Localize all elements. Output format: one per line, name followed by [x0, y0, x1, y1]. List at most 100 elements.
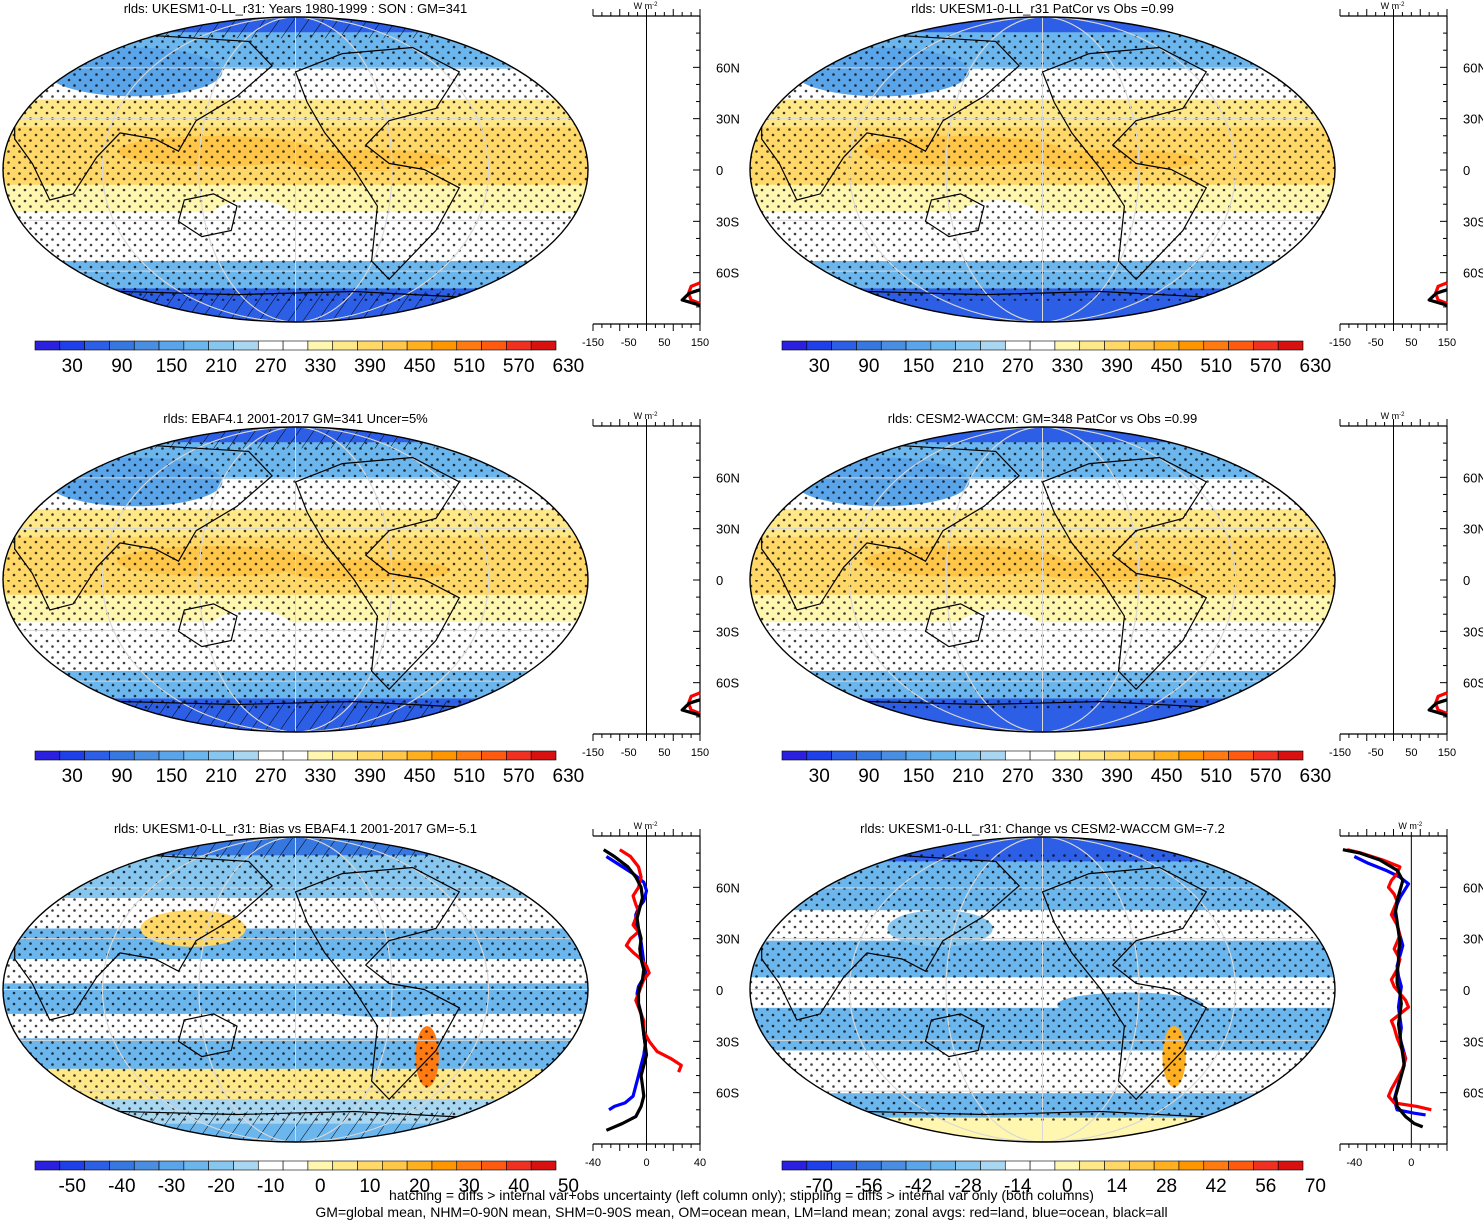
colorbar-cell [34, 1160, 61, 1171]
colorbar-cell [880, 750, 907, 761]
map-field [750, 837, 1335, 1142]
colorbar-tick-label: 270 [255, 766, 287, 787]
colorbar-cell [208, 1160, 234, 1171]
colorbar-tick-label: 210 [205, 356, 237, 377]
colorbar-cell [806, 340, 832, 351]
colorbar-cell [208, 340, 234, 351]
colorbar-cell [831, 1160, 857, 1171]
profile-unit-exponent: -2 [1417, 822, 1423, 828]
colorbar-tick-label: 150 [903, 356, 935, 377]
colorbar-cell [905, 340, 932, 351]
colorbar-cell [1029, 750, 1056, 761]
coastline [177, 603, 238, 648]
colorbar-tick-label: -10 [257, 1176, 284, 1197]
profile-lat-label: 30S [716, 624, 739, 639]
coastline [1041, 46, 1208, 281]
colorbar-cell [133, 340, 160, 351]
colorbar-cell [282, 340, 309, 351]
coastline [924, 193, 985, 238]
profile-lat-label: 30S [1463, 624, 1483, 639]
colorbar-tick-label: 28 [1156, 1176, 1177, 1197]
coastline [761, 854, 1020, 1021]
colorbar-tick-label: 0 [1062, 1176, 1073, 1197]
colorbar-cell [332, 1160, 358, 1171]
zonal-avg-line-all [1342, 848, 1424, 1129]
colorbar-tick-label: 210 [952, 356, 984, 377]
colorbar-cell [1029, 1160, 1056, 1171]
colorbar-cell [831, 340, 857, 351]
map-field [750, 427, 1335, 732]
profile-unit-label: W m-2 [634, 821, 658, 831]
colorbar-tick-label: 570 [503, 766, 535, 787]
colorbar-cell [59, 340, 85, 351]
colorbar-tick-label: 510 [1200, 766, 1232, 787]
profile-unit-exponent: -2 [1399, 412, 1405, 418]
colorbar-tick-label: 90 [111, 766, 132, 787]
meridian-line [198, 837, 393, 1142]
colorbar-cell [1029, 340, 1056, 351]
profile-lat-label: 0 [716, 573, 723, 588]
colorbar-cell [930, 340, 956, 351]
colorbar-cell [34, 750, 61, 761]
colorbar-cell [133, 750, 160, 761]
zonal-avg-line-land [618, 848, 683, 1073]
colorbar-cell [282, 1160, 309, 1171]
colorbar-cell [431, 1160, 458, 1171]
colorbar-cell [84, 340, 110, 351]
colorbar-cell [357, 340, 383, 351]
profile-x-tick-label: 40 [694, 1157, 706, 1169]
colorbar-cell [930, 750, 956, 761]
colorbar-cell [1104, 1160, 1130, 1171]
profile-lat-label: 30N [716, 112, 740, 127]
colorbar-cell [1178, 750, 1205, 761]
colorbar-tick-label: 150 [156, 356, 188, 377]
profile-x-tick-label: -150 [1329, 747, 1351, 759]
profile-lat-label: 30S [716, 1034, 739, 1049]
profile-lat-label: 60N [716, 470, 740, 485]
colorbar-tick-label: 630 [1300, 356, 1332, 377]
colorbar-cell [357, 1160, 383, 1171]
colorbar-tick-label: 30 [809, 356, 830, 377]
colorbar-cell [831, 750, 857, 761]
colorbar-tick-label: 90 [858, 766, 879, 787]
colorbar-cell [1129, 1160, 1155, 1171]
colorbar-cell [980, 340, 1006, 351]
profile-x-tick-label: 150 [691, 337, 709, 349]
colorbar-cell [481, 750, 507, 761]
colorbar-cell [332, 750, 358, 761]
map-border [2, 426, 589, 733]
profile-x-tick-label: -40 [1346, 1157, 1362, 1169]
colorbar-tick-label: 210 [205, 766, 237, 787]
colorbar-cell [1277, 750, 1304, 761]
profile-lat-label: 0 [1463, 573, 1470, 588]
colorbar-tick-label: 270 [1002, 356, 1034, 377]
colorbar-tick-label: -20 [207, 1176, 234, 1197]
colorbar-cell [456, 1160, 482, 1171]
colorbar-tick-label: -70 [805, 1176, 832, 1197]
panel-title: rlds: CESM2-WACCM: GM=348 PatCor vs Obs … [888, 411, 1197, 426]
colorbar-cell [406, 1160, 433, 1171]
colorbar-tick-label: 50 [558, 1176, 579, 1197]
colorbar-cell [282, 750, 309, 761]
colorbar-cell [856, 340, 882, 351]
colorbar-tick-label: 42 [1206, 1176, 1227, 1197]
map-border [2, 836, 589, 1143]
colorbar-cell [382, 1160, 408, 1171]
colorbar-cell [1004, 340, 1031, 351]
profile-lat-label: 60S [1463, 266, 1483, 281]
colorbar-cell [158, 340, 185, 351]
coastline [14, 854, 273, 1021]
zonal-avg-line-all [1427, 288, 1448, 307]
profile-unit-exponent: -2 [1399, 2, 1405, 8]
colorbar-cell [59, 750, 85, 761]
colorbar-cell [781, 340, 808, 351]
panel-2: rlds: UKESM1-0-LL_r31 PatCor vs Obs =0.9… [749, 1, 1483, 377]
colorbar-cell [1129, 340, 1155, 351]
colorbar-cell [1153, 750, 1180, 761]
colorbar-cell [506, 1160, 532, 1171]
profile-lat-label: 60S [716, 1086, 739, 1101]
profile-lat-label: 30S [1463, 1034, 1483, 1049]
colorbar-cell [183, 1160, 209, 1171]
profile-lat-label: 60S [716, 266, 739, 281]
colorbar-cell [307, 340, 334, 351]
